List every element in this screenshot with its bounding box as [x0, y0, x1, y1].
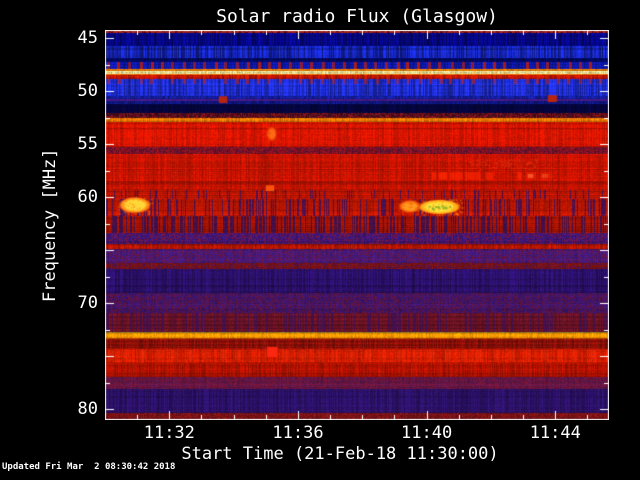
y-tick-label: 80: [77, 399, 98, 420]
footer-updated-text: Updated Fri Mar 2 08:30:42 2018: [2, 462, 176, 472]
page-title: Solar radio Flux (Glasgow): [216, 6, 498, 27]
y-tick-label: 50: [77, 81, 98, 102]
y-tick-label: 45: [77, 28, 98, 49]
x-axis-label: Start Time (21-Feb-18 11:30:00): [181, 444, 499, 464]
x-tick-label: 11:40: [401, 423, 453, 443]
y-tick-label: 60: [77, 187, 98, 208]
x-tick-label: 11:32: [143, 423, 195, 443]
spectrogram-heatmap: [105, 30, 609, 420]
x-tick-label: 11:36: [272, 423, 324, 443]
x-tick-label: 11:44: [529, 423, 581, 443]
y-tick-label: 55: [77, 134, 98, 155]
y-tick-label: 70: [77, 293, 98, 314]
